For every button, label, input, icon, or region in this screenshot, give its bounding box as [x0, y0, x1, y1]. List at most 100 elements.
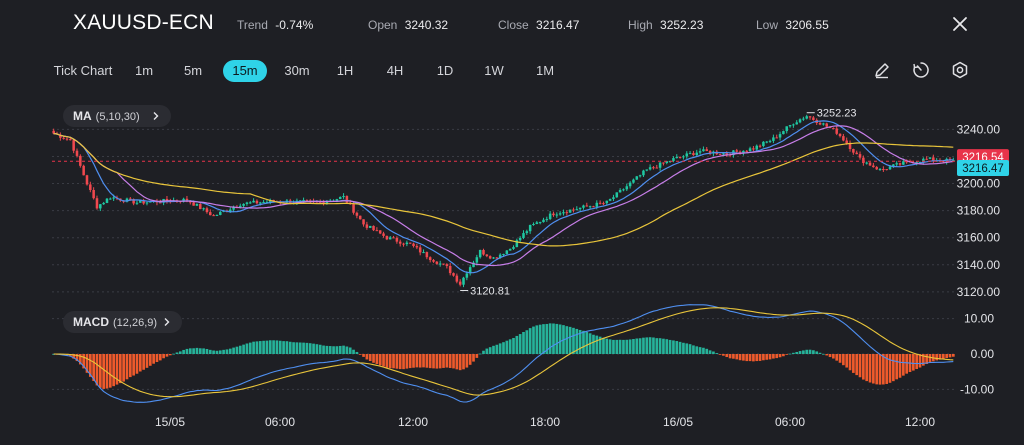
candle-body [125, 198, 129, 202]
close-value: 3216.47 [536, 18, 580, 32]
timeframe-15m[interactable]: 15m [223, 60, 267, 82]
candle-body [302, 199, 305, 201]
candle [782, 130, 785, 135]
macd-histogram-bar [895, 354, 899, 380]
macd-histogram-bar [302, 342, 305, 354]
candle [658, 162, 662, 171]
close-icon[interactable] [950, 14, 970, 34]
macd-histogram-bar [622, 339, 625, 354]
candle-body [665, 161, 669, 163]
settings-gear-icon[interactable] [950, 60, 970, 80]
time-axis-label: 12:00 [398, 415, 428, 429]
macd-histogram-bar [685, 343, 689, 354]
macd-histogram-bar [542, 324, 545, 354]
candle-body [242, 203, 245, 206]
macd-histogram-bar [825, 354, 829, 356]
candle-body [875, 167, 878, 170]
candle [109, 197, 112, 200]
candle-body [702, 149, 705, 152]
price-tick-label: 3140.00 [957, 258, 1001, 272]
high-label: High [628, 18, 653, 32]
candle [418, 245, 422, 256]
ma-indicator-pill[interactable]: MA (5,10,30) [63, 105, 172, 127]
trend-value: -0.74% [275, 18, 314, 32]
candle [82, 164, 85, 176]
candle-body [402, 243, 405, 245]
time-axis-label: 06:00 [775, 415, 805, 429]
macd-histogram-bar [835, 354, 839, 361]
candle-body [632, 179, 635, 183]
timeframe-5m[interactable]: 5m [183, 63, 203, 78]
candle [578, 207, 582, 212]
macd-indicator-pill[interactable]: MACD (12,26,9) [63, 311, 183, 333]
candle-body [458, 281, 462, 285]
candle-body [595, 202, 599, 207]
candle-body [109, 198, 112, 200]
candle-body [245, 202, 249, 204]
macd-histogram-bar [468, 354, 472, 365]
timeframe-1mo[interactable]: 1M [535, 63, 555, 78]
candle-body [159, 202, 162, 204]
candle-body [485, 254, 489, 257]
draw-pencil-icon[interactable] [872, 60, 892, 80]
macd-histogram-bar [652, 337, 655, 354]
candle-body [165, 198, 169, 202]
candle [662, 162, 665, 166]
candle-body [452, 273, 455, 276]
candle [885, 169, 888, 171]
macd-histogram-bar [128, 354, 132, 378]
timeframe-1d[interactable]: 1D [436, 63, 454, 78]
candle-body [195, 204, 199, 206]
macd-histogram-bar [238, 345, 242, 354]
candle-body [298, 200, 302, 202]
candle-body [852, 149, 855, 153]
candle-body [642, 170, 645, 176]
candle [615, 192, 619, 198]
macd-histogram-bar [582, 330, 585, 354]
candle [598, 200, 602, 205]
candle [895, 161, 898, 166]
candle-body [325, 201, 329, 204]
candle-body [528, 225, 532, 232]
candle-body [202, 208, 205, 210]
timeframe-1m[interactable]: 1m [134, 63, 154, 78]
candle [552, 211, 555, 217]
timeframe-1w[interactable]: 1W [484, 63, 504, 78]
candle-body [362, 219, 365, 225]
candle [482, 248, 485, 256]
candle-body [488, 256, 492, 259]
candle-body [795, 122, 798, 125]
candle-body [548, 213, 552, 220]
timeframe-30m[interactable]: 30m [284, 63, 310, 78]
macd-histogram-bar [728, 354, 732, 359]
macd-histogram-bar [878, 354, 882, 385]
candle-body [388, 237, 392, 240]
candle-body [565, 212, 569, 214]
macd-histogram-bar [682, 342, 685, 354]
timeframe-tick-chart[interactable]: Tick Chart [53, 63, 113, 78]
timeframe-1h[interactable]: 1H [336, 63, 354, 78]
candle-body [775, 137, 778, 139]
candle-body [845, 140, 848, 144]
macd-histogram-bar [655, 338, 659, 354]
timeframe-4h[interactable]: 4H [386, 63, 404, 78]
candle [872, 162, 875, 168]
macd-histogram-bar [515, 335, 519, 354]
indicator-dial-icon[interactable] [911, 60, 931, 80]
candle-body [532, 224, 535, 226]
macd-histogram-bar [488, 347, 492, 354]
candle-body [139, 200, 142, 203]
candle [518, 236, 522, 243]
macd-histogram-bar [945, 354, 949, 359]
candle [412, 242, 415, 248]
macd-histogram-bar [232, 347, 235, 354]
macd-histogram-bar [782, 354, 785, 357]
candle-body [345, 196, 349, 203]
candle [852, 148, 855, 155]
candle-body [95, 198, 99, 209]
candle [808, 116, 812, 120]
candle [382, 231, 385, 238]
candle-body [848, 143, 852, 150]
candle-body [858, 154, 862, 158]
